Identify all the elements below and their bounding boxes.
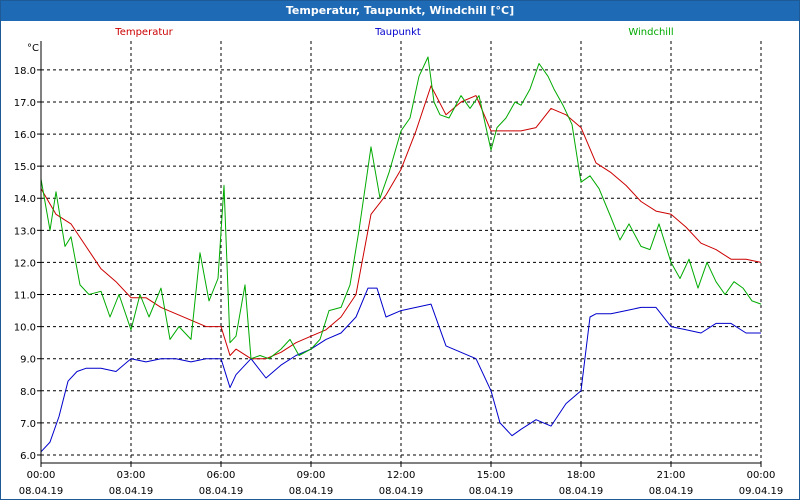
x-tick-time: 03:00 xyxy=(117,470,146,481)
y-tick-label: 12.0 xyxy=(14,258,36,269)
y-tick-label: 17.0 xyxy=(14,98,36,109)
x-tick-date: 08.04.19 xyxy=(649,486,694,497)
y-tick-label: 15.0 xyxy=(14,162,36,173)
y-tick-label: 9.0 xyxy=(20,355,36,366)
series-line-taupunkt xyxy=(40,287,761,453)
y-tick-label: 8.0 xyxy=(20,387,36,398)
y-tick-label: 13.0 xyxy=(14,226,36,237)
x-tick-date: 08.04.19 xyxy=(289,486,334,497)
x-tick-date: 08.04.19 xyxy=(199,486,244,497)
x-tick-date: 08.04.19 xyxy=(469,486,514,497)
x-tick-time: 15:00 xyxy=(477,470,506,481)
y-tick-label: 10.0 xyxy=(14,323,36,334)
x-tick-date: 08.04.19 xyxy=(379,486,424,497)
y-tick-label: 18.0 xyxy=(14,66,36,77)
x-tick-time: 00:00 xyxy=(747,470,776,481)
x-tick-labels: 00:00 08.04.19 03:00 08.04.19 06:00 08.04.19 0… xyxy=(19,463,784,497)
y-tick-label: 16.0 xyxy=(14,130,36,141)
window-title: Temperatur, Taupunkt, Windchill [°C] xyxy=(1,1,799,21)
grid-lines xyxy=(41,41,762,463)
series-line-windchill xyxy=(40,56,762,360)
x-tick-time: 09:00 xyxy=(297,470,326,481)
y-tick-label: 11.0 xyxy=(14,291,36,302)
y-tick-labels: 6.0 7.0 8.0 9.0 10.0 11.0 12.0 13.0 14.0 15.0 16.0… xyxy=(14,66,41,462)
x-tick-date: 08.04.19 xyxy=(19,486,64,497)
x-tick-time: 21:00 xyxy=(657,470,686,481)
x-tick-time: 18:00 xyxy=(567,470,596,481)
x-tick-time: 00:00 xyxy=(27,470,56,481)
y-tick-label: 14.0 xyxy=(14,194,36,205)
x-tick-date: 08.04.19 xyxy=(559,486,604,497)
legend-item-windchill: Windchill xyxy=(628,27,673,38)
legend-item-temperatur: Temperatur xyxy=(114,27,173,38)
y-tick-label: 7.0 xyxy=(20,419,36,430)
x-tick-time: 06:00 xyxy=(207,470,236,481)
y-tick-label: 6.0 xyxy=(20,451,36,462)
x-tick-time: 12:00 xyxy=(387,470,416,481)
x-tick-date: 09.04.19 xyxy=(739,486,784,497)
legend-item-taupunkt: Taupunkt xyxy=(374,27,421,38)
legend: Temperatur Taupunkt Windchill xyxy=(114,27,673,38)
y-axis-label: °C xyxy=(27,43,39,54)
x-tick-date: 08.04.19 xyxy=(109,486,154,497)
series-lines xyxy=(40,56,762,453)
series-line-temperatur xyxy=(40,85,762,360)
